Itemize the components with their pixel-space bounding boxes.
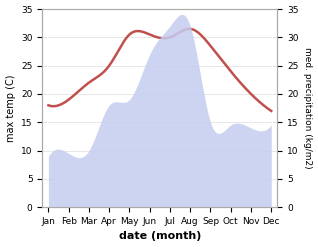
Y-axis label: med. precipitation (kg/m2): med. precipitation (kg/m2) <box>303 47 313 169</box>
Y-axis label: max temp (C): max temp (C) <box>5 74 16 142</box>
X-axis label: date (month): date (month) <box>119 231 201 242</box>
